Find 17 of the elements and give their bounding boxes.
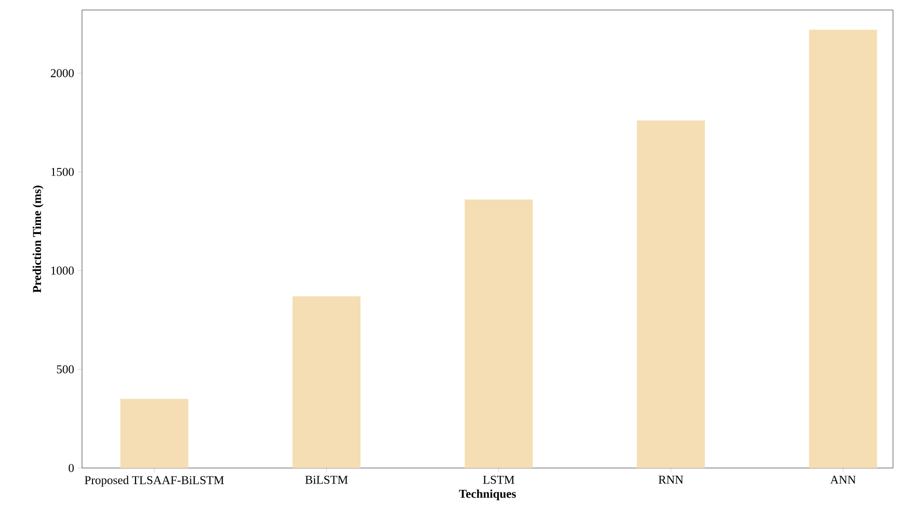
x-tick-label: RNN — [658, 476, 684, 484]
x-tick-label: BiLSTM — [305, 476, 348, 484]
bar — [809, 30, 878, 468]
x-tick-label: ANN — [830, 476, 856, 484]
y-axis-title: Prediction Time (ms) — [32, 186, 44, 293]
bar — [120, 398, 188, 468]
x-tick-label: Proposed TLSAAF-BiLSTM — [84, 476, 224, 487]
y-tick-label: 0 — [68, 464, 74, 472]
x-tick-label: LSTM — [483, 476, 514, 484]
y-tick-label: 1500 — [51, 168, 74, 176]
y-tick-label: 500 — [56, 365, 74, 374]
bar — [636, 120, 705, 468]
y-tick-label: 2000 — [50, 69, 74, 78]
bar — [292, 296, 361, 468]
x-axis-title: Techniques — [459, 489, 516, 500]
y-tick-label: 1000 — [51, 266, 74, 275]
bar — [464, 200, 533, 468]
